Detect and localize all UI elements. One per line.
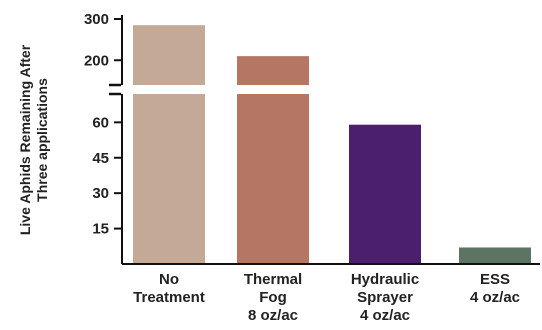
x-labels-group: No Treatment Thermal Fog 8 oz/ac Hydraulic Spr… — [133, 271, 520, 324]
y-tick-label: 300 — [84, 11, 109, 28]
y-tick-label: 15 — [92, 221, 109, 238]
y-axis-title: Live Aphids Remaining AfterThree applica… — [17, 44, 50, 235]
x-category-label: ESS 4 oz/ac — [470, 271, 520, 306]
x-category-label: No Treatment — [133, 271, 205, 306]
y-tick-label: 45 — [92, 150, 109, 167]
y-ticks-group: 15 30 45 60 200 300 — [84, 11, 122, 238]
y-tick-label: 200 — [84, 52, 109, 69]
x-category-label: Hydraulic Sprayer 4 oz/ac — [351, 271, 419, 324]
bar-upper-segment — [133, 25, 205, 85]
y-tick-label: 30 — [92, 185, 109, 202]
x-category-label: Thermal Fog 8 oz/ac — [244, 271, 302, 324]
y-axis-label: Live Aphids Remaining AfterThree applica… — [17, 44, 50, 235]
bars-group — [133, 25, 531, 264]
bar — [459, 247, 531, 264]
bar-lower-segment — [133, 94, 205, 264]
bar-upper-segment — [237, 56, 309, 85]
bar-lower-segment — [237, 94, 309, 264]
y-tick-label: 60 — [92, 114, 109, 131]
bar — [349, 124, 421, 264]
